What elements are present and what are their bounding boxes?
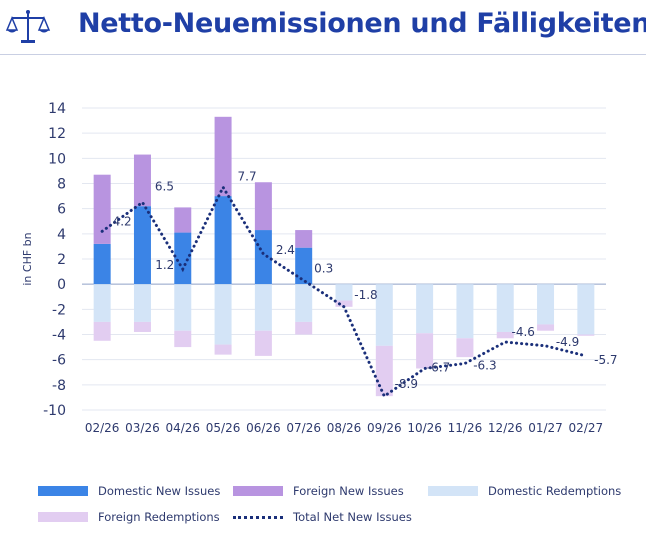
- x-tick-label: 10/26: [407, 421, 442, 435]
- bar-foreign-new-issues: [254, 182, 272, 231]
- bar-domestic-new-issues: [174, 232, 192, 285]
- y-axis-label: in CHF bn: [21, 232, 34, 285]
- legend-swatch: [38, 486, 88, 496]
- bar-domestic-redemptions: [295, 284, 313, 322]
- bar-foreign-redemptions: [375, 345, 393, 397]
- x-tick-label: 07/26: [286, 421, 321, 435]
- bar-foreign-new-issues: [133, 154, 151, 207]
- legend-label: Domestic Redemptions: [488, 484, 622, 498]
- bar-domestic-redemptions: [375, 284, 393, 346]
- y-tick-label: 4: [57, 227, 66, 243]
- bar-foreign-redemptions: [93, 321, 111, 341]
- bar-foreign-new-issues: [295, 230, 313, 248]
- bar-foreign-redemptions: [174, 330, 192, 348]
- data-label: -6.3: [473, 358, 496, 372]
- bar-foreign-new-issues: [93, 174, 111, 244]
- header: Netto-Neuemissionen und Fälligkeiten: [0, 0, 646, 58]
- bar-foreign-new-issues: [214, 116, 232, 197]
- bar-foreign-new-issues: [174, 207, 192, 233]
- bar-domestic-new-issues: [254, 230, 272, 285]
- y-tick-label: 10: [48, 151, 66, 167]
- data-label: 7.7: [238, 169, 257, 183]
- bar-domestic-new-issues: [295, 247, 313, 285]
- bar-foreign-redemptions: [537, 324, 555, 331]
- y-tick-label: 2: [57, 252, 66, 268]
- legend-swatch: [38, 512, 88, 522]
- x-tick-label: 08/26: [327, 421, 362, 435]
- y-tick-label: -8: [52, 378, 66, 394]
- bar-foreign-redemptions: [335, 300, 353, 307]
- y-tick-label: 0: [57, 277, 66, 293]
- bar-domestic-redemptions: [456, 284, 474, 339]
- data-label: -8.9: [395, 377, 418, 391]
- data-label: -4.6: [512, 325, 535, 339]
- bar-foreign-redemptions: [416, 333, 434, 369]
- legend-item-foreign-redemptions: Foreign Redemptions: [38, 510, 220, 524]
- y-tick-label: 12: [48, 126, 66, 142]
- data-label: 4.2: [113, 214, 132, 228]
- bar-foreign-redemptions: [133, 321, 151, 332]
- legend-item-foreign-new: Foreign New Issues: [233, 484, 404, 498]
- bar-domestic-redemptions: [174, 284, 192, 331]
- bar-foreign-redemptions: [254, 330, 272, 356]
- data-label: 2.4: [276, 243, 295, 257]
- x-tick-label: 01/27: [528, 421, 563, 435]
- legend-label: Foreign New Issues: [293, 484, 404, 498]
- bar-foreign-redemptions: [456, 338, 474, 358]
- bar-domestic-redemptions: [416, 284, 434, 334]
- data-label: 1.2: [155, 258, 174, 272]
- x-tick-label: 04/26: [165, 421, 200, 435]
- data-label: 0.3: [314, 261, 333, 275]
- bar-domestic-redemptions: [496, 284, 514, 332]
- scales-icon: [5, 10, 51, 43]
- legend-label: Total Net New Issues: [293, 510, 412, 524]
- legend-swatch: [428, 486, 478, 496]
- bar-foreign-redemptions: [214, 344, 232, 355]
- x-tick-label: 02/27: [569, 421, 604, 435]
- x-tick-label: 12/26: [488, 421, 523, 435]
- legend-swatch: [233, 515, 283, 519]
- legend-label: Foreign Redemptions: [98, 510, 220, 524]
- y-tick-label: 14: [48, 101, 66, 117]
- data-label: -1.8: [354, 288, 377, 302]
- y-tick-label: -2: [52, 302, 66, 318]
- data-label: -5.7: [594, 353, 617, 367]
- y-tick-label: -4: [52, 328, 66, 344]
- legend-item-total: Total Net New Issues: [233, 510, 412, 524]
- bar-domestic-redemptions: [577, 284, 595, 335]
- x-tick-label: 02/26: [85, 421, 120, 435]
- bar-foreign-redemptions: [496, 331, 514, 339]
- legend-swatch: [233, 486, 283, 496]
- data-label: -6.7: [427, 360, 450, 374]
- bar-domestic-redemptions: [133, 284, 151, 322]
- data-label: -4.9: [556, 335, 579, 349]
- y-tick-label: 8: [57, 177, 66, 193]
- bar-domestic-redemptions: [254, 284, 272, 331]
- x-tick-label: 06/26: [246, 421, 281, 435]
- net-issuance-chart: 14 12 10 8 6 4 2 0 -2 -4 -6 -8 -10 in CHF bn 02/26 03/2…: [21, 101, 618, 435]
- page-title: Netto-Neuemissionen und Fälligkeiten: [78, 8, 646, 39]
- x-tick-label: 11/26: [448, 421, 483, 435]
- header-divider: [0, 54, 646, 55]
- x-tick-label: 09/26: [367, 421, 402, 435]
- x-tick-label: 03/26: [125, 421, 160, 435]
- data-label: 6.5: [155, 179, 174, 193]
- bar-domestic-new-issues: [93, 243, 111, 285]
- chart-legend: Domestic New Issues Foreign New Issues D…: [0, 476, 646, 546]
- bar-foreign-redemptions: [295, 321, 313, 335]
- y-tick-label: -10: [43, 403, 66, 419]
- bar-foreign-redemptions: [577, 334, 595, 336]
- legend-item-domestic-new: Domestic New Issues: [38, 484, 220, 498]
- y-tick-label: -6: [52, 353, 66, 369]
- y-tick-label: 6: [57, 202, 66, 218]
- bar-domestic-redemptions: [335, 284, 353, 301]
- bar-domestic-redemptions: [214, 284, 232, 345]
- bar-domestic-redemptions: [93, 284, 111, 322]
- bar-domestic-redemptions: [537, 284, 555, 325]
- x-tick-label: 05/26: [206, 421, 241, 435]
- legend-label: Domestic New Issues: [98, 484, 221, 498]
- bar-domestic-new-issues: [214, 196, 232, 285]
- bar-domestic-new-issues: [133, 206, 151, 285]
- legend-item-domestic-redemptions: Domestic Redemptions: [428, 484, 621, 498]
